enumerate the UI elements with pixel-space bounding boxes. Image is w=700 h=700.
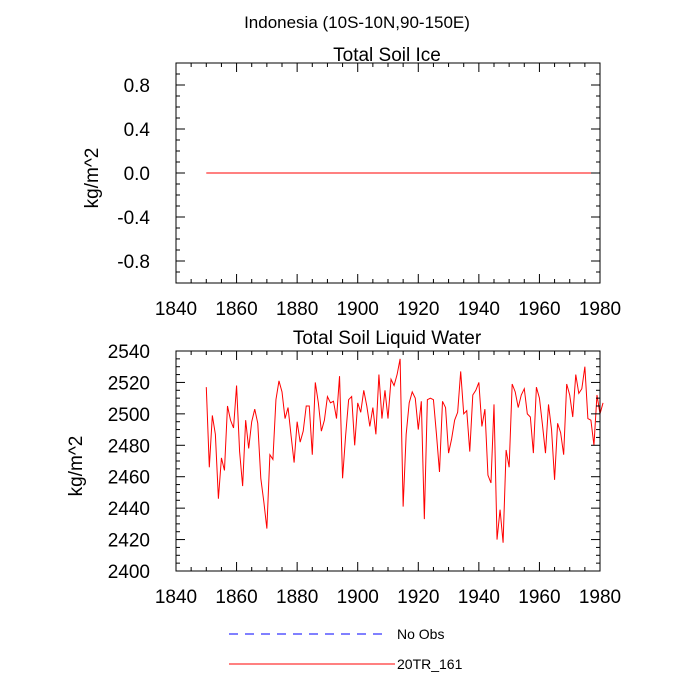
- y-tick-label: 2460: [108, 468, 150, 489]
- x-tick-label: 1880: [276, 299, 318, 320]
- x-tick-label: 1980: [579, 299, 621, 320]
- x-tick-label: 1960: [518, 587, 560, 608]
- x-tick-label: 1900: [337, 587, 379, 608]
- x-tick-label: 1840: [155, 587, 197, 608]
- y-axis-label: kg/m^2: [66, 436, 87, 497]
- x-tick-label: 1940: [458, 587, 500, 608]
- plot-frame: [175, 350, 601, 572]
- x-tick-label: 1860: [215, 299, 257, 320]
- chart-panel-total-soil-liquid-water: Total Soil Liquid Water kg/m^2 1840 1860 1…: [66, 328, 621, 608]
- y-tick-label: 0.4: [124, 120, 151, 141]
- y-tick-label: 2400: [108, 562, 150, 583]
- x-tick-label: 1860: [215, 587, 257, 608]
- x-tick-label: 1880: [276, 587, 318, 608]
- chart-title: Total Soil Liquid Water: [293, 328, 482, 349]
- x-tick-label: 1840: [155, 299, 197, 320]
- tick-layer: 1840 1860 1880 1900 1920 1940 1960 1980 -0.8 -0.4…: [117, 62, 621, 320]
- y-tick-label: 2420: [108, 531, 150, 552]
- x-tick-label: 1900: [337, 299, 379, 320]
- x-tick-label: 1960: [518, 299, 560, 320]
- x-tick-label: 1920: [397, 587, 439, 608]
- y-tick-label: 2440: [108, 499, 150, 520]
- figure-title: Indonesia (10S-10N,90-150E): [244, 13, 470, 32]
- y-tick-label: -0.4: [117, 208, 150, 229]
- legend-label-20tr-161: 20TR_161: [397, 656, 463, 672]
- y-tick-label: -0.8: [117, 252, 150, 273]
- x-tick-label: 1920: [397, 299, 439, 320]
- chart-title: Total Soil Ice: [333, 45, 441, 66]
- y-axis-label: kg/m^2: [82, 148, 103, 209]
- series-layer: [205, 358, 604, 543]
- y-tick-label: 0.8: [124, 76, 150, 97]
- legend: No Obs 20TR_161: [229, 626, 463, 672]
- series-line-20tr-161: [205, 358, 604, 543]
- y-tick-label: 2500: [108, 405, 150, 426]
- chart-panel-total-soil-ice: Total Soil Ice kg/m^2 1840 1860 1880 1900 19…: [82, 45, 621, 320]
- y-tick-label: 0.0: [124, 164, 150, 185]
- y-tick-label: 2540: [108, 342, 150, 363]
- y-tick-label: 2480: [108, 436, 150, 457]
- x-tick-label: 1940: [458, 299, 500, 320]
- plot-frame: [175, 62, 601, 284]
- legend-label-no-obs: No Obs: [397, 626, 444, 642]
- tick-layer: 1840 1860 1880 1900 1920 1940 1960 1980 2400 2420…: [108, 342, 621, 608]
- x-tick-label: 1980: [579, 587, 621, 608]
- y-tick-label: 2520: [108, 373, 150, 394]
